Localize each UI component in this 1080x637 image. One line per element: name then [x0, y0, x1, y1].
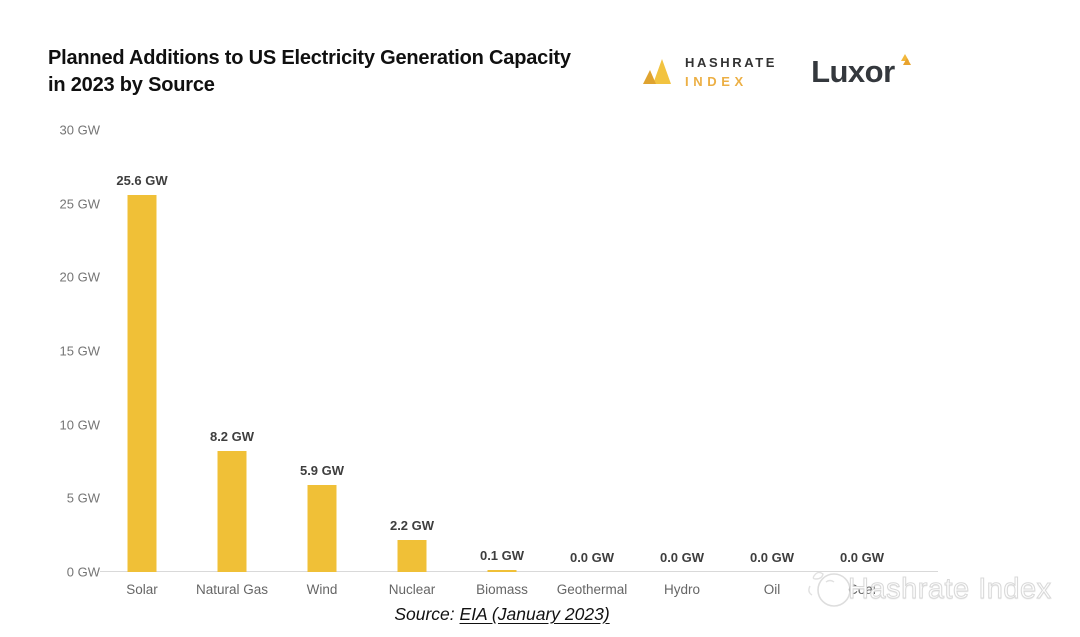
source-line: Source: EIA (January 2023): [97, 604, 907, 625]
chart-title: Planned Additions to US Electricity Gene…: [48, 47, 571, 96]
brand-logos: HASHRATE INDEX Luxor: [640, 52, 912, 92]
bar-value-label-biomass: 0.1 GW: [479, 548, 525, 563]
x-axis-label-oil: Oil: [763, 582, 781, 597]
y-axis-tick-label: 25 GW: [59, 196, 100, 212]
plot-area: 25.6 GW Solar 8.2 GW Natural Gas 5.9 GW Wind 2…: [97, 130, 907, 597]
bar-value-label-hydro: 0.0 GW: [659, 550, 705, 565]
bar-value-label-solar: 25.6 GW: [116, 172, 168, 188]
x-axis-label-natural-gas: Natural Gas: [195, 582, 269, 597]
hashrate-label: HASHRATE: [685, 55, 778, 70]
bar-slot-oil: 0.0 GW Oil: [727, 130, 817, 597]
y-axis-tick-label: 15 GW: [59, 343, 100, 359]
bar-solar: [127, 194, 157, 572]
bar-wind: [307, 485, 337, 572]
x-axis-line: [100, 571, 938, 572]
y-axis-tick-label: 5 GW: [66, 490, 100, 506]
bar-value-label-natural-gas: 8.2 GW: [209, 429, 255, 445]
x-axis-label-nuclear: Nuclear: [388, 582, 436, 597]
x-axis-label-solar: Solar: [126, 582, 158, 597]
x-axis-label-geothermal: Geothermal: [556, 582, 628, 597]
bar-slot-biomass: 0.1 GW Biomass: [457, 130, 547, 597]
index-label: INDEX: [685, 74, 748, 89]
source-prefix: Source:: [394, 604, 460, 624]
y-axis-tick-label: 0 GW: [66, 564, 100, 580]
bar-slot-wind: 5.9 GW Wind: [277, 130, 367, 597]
hashrate-index-logo-icon: [643, 59, 671, 84]
bar-value-label-oil: 0.0 GW: [749, 550, 795, 565]
source-link[interactable]: EIA (January 2023): [459, 604, 610, 624]
bar-value-label-geothermal: 0.0 GW: [569, 550, 615, 565]
bar-slot-coal: 0.0 GW Coal: [817, 130, 907, 597]
y-axis-tick-label: 30 GW: [59, 122, 100, 138]
bar-nuclear: [397, 539, 427, 572]
x-axis-label-wind: Wind: [306, 582, 338, 597]
x-axis-label-biomass: Biomass: [476, 582, 528, 597]
y-axis-tick-label: 20 GW: [59, 269, 100, 285]
hashrate-index-logo: HASHRATE INDEX: [640, 54, 777, 90]
y-axis: 0 GW 5 GW 10 GW 15 GW 20 GW 25 GW 30 GW: [0, 123, 100, 580]
bar-value-label-coal: 0.0 GW: [839, 550, 885, 565]
hashrate-index-logo-text: HASHRATE INDEX: [685, 55, 777, 89]
x-axis-label-hydro: Hydro: [663, 582, 701, 597]
luxor-logo: Luxor: [811, 52, 912, 92]
luxor-logo-mark-icon: [900, 54, 911, 65]
luxor-wordmark: Luxor: [811, 54, 895, 89]
bar-slot-geothermal: 0.0 GW Geothermal: [547, 130, 637, 597]
bar-slot-hydro: 0.0 GW Hydro: [637, 130, 727, 597]
bar-natural-gas: [217, 451, 247, 572]
bar-value-label-nuclear: 2.2 GW: [389, 517, 435, 533]
bar-value-label-wind: 5.9 GW: [299, 463, 345, 479]
bar-slot-solar: 25.6 GW Solar: [97, 130, 187, 597]
x-axis-label-coal: Coal: [848, 582, 876, 597]
bar-slot-natural-gas: 8.2 GW Natural Gas: [187, 130, 277, 597]
bar-biomass: [487, 570, 517, 572]
y-axis-tick-label: 10 GW: [59, 417, 100, 433]
bar-slot-nuclear: 2.2 GW Nuclear: [367, 130, 457, 597]
